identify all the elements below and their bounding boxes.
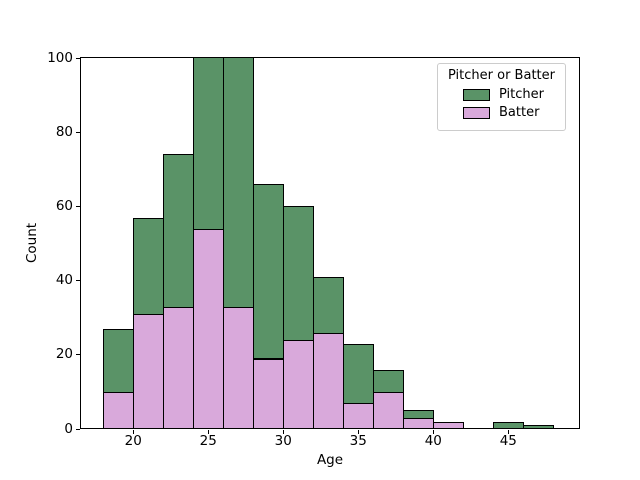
histogram-bar-batter xyxy=(313,332,345,429)
histogram-bar-batter xyxy=(103,391,135,429)
legend-label: Pitcher xyxy=(499,87,544,102)
histogram-bar-pitcher xyxy=(523,425,555,429)
x-axis-label: Age xyxy=(316,452,344,468)
legend: Pitcher or Batter Pitcher Batter xyxy=(437,63,566,131)
x-tick-mark xyxy=(358,430,360,434)
legend-title: Pitcher or Batter xyxy=(448,68,555,83)
y-tick-label: 0 xyxy=(64,420,73,437)
y-tick-mark xyxy=(76,205,80,207)
x-tick-label: 25 xyxy=(199,433,217,449)
histogram-bar-pitcher xyxy=(103,328,135,393)
histogram-bar-pitcher xyxy=(313,276,345,334)
y-tick-label: 100 xyxy=(47,49,73,66)
legend-entries: Pitcher Batter xyxy=(443,88,560,120)
x-tick-label: 45 xyxy=(499,433,517,449)
y-tick-label: 60 xyxy=(55,197,73,214)
y-tick-mark xyxy=(76,280,80,282)
histogram-bar-pitcher xyxy=(223,57,255,308)
histogram-bar-pitcher xyxy=(133,217,165,315)
histogram-bar-batter xyxy=(223,306,255,429)
histogram-bar-batter xyxy=(133,313,165,429)
legend-swatch-batter xyxy=(463,107,490,119)
y-tick-mark xyxy=(76,57,80,59)
y-tick-mark xyxy=(76,428,80,430)
histogram-bar-pitcher xyxy=(493,421,525,429)
y-tick-label: 80 xyxy=(55,123,73,140)
histogram-bar-batter xyxy=(163,306,195,429)
histogram-bar-pitcher xyxy=(373,369,405,393)
y-tick-mark xyxy=(76,131,80,133)
x-tick-label: 20 xyxy=(124,433,142,449)
legend-entry-batter: Batter xyxy=(443,106,560,120)
histogram-bar-batter xyxy=(403,417,435,429)
histogram-bar-batter xyxy=(373,391,405,429)
legend-label: Batter xyxy=(499,105,540,120)
y-axis-label: Count xyxy=(24,222,40,264)
x-tick-label: 35 xyxy=(349,433,367,449)
histogram-bar-batter xyxy=(253,358,285,429)
legend-swatch-pitcher xyxy=(463,89,490,101)
x-tick-mark xyxy=(208,430,210,434)
histogram-bar-pitcher xyxy=(283,206,315,341)
histogram-bar-batter xyxy=(433,421,465,429)
histogram-bar-pitcher xyxy=(253,184,285,360)
histogram-bar-batter xyxy=(193,228,225,429)
x-tick-mark xyxy=(133,430,135,434)
x-tick-mark xyxy=(508,430,510,434)
histogram-bar-pitcher xyxy=(163,154,195,308)
histogram-bar-pitcher xyxy=(343,343,375,405)
x-tick-mark xyxy=(433,430,435,434)
histogram-bar-batter xyxy=(343,403,375,429)
x-tick-label: 30 xyxy=(274,433,292,449)
histogram-bar-pitcher xyxy=(193,57,225,230)
x-tick-mark xyxy=(283,430,285,434)
y-tick-label: 20 xyxy=(55,346,73,363)
y-tick-mark xyxy=(76,354,80,356)
x-tick-label: 40 xyxy=(424,433,442,449)
y-tick-label: 40 xyxy=(55,272,73,289)
legend-entry-pitcher: Pitcher xyxy=(443,88,560,102)
histogram-bar-batter xyxy=(283,339,315,429)
